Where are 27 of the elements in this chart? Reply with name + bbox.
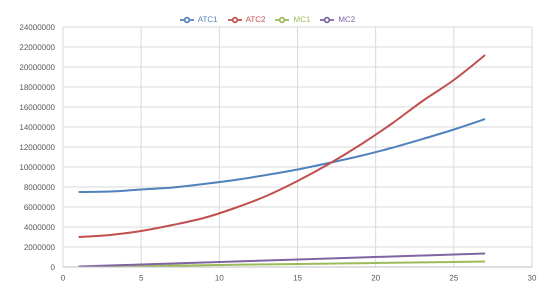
y-tick-label: 20000000 [19,62,56,72]
y-tick-label: 8000000 [24,182,56,192]
line-series [78,118,486,193]
x-tick-label: 0 [60,274,66,283]
y-tick-label: 24000000 [19,22,56,32]
y-tick-label: 2000000 [24,242,56,252]
y-tick-label: 6000000 [24,202,56,212]
x-tick-label: 5 [138,274,144,283]
y-tick-label: 0 [50,262,56,272]
y-tick-label: 4000000 [24,222,56,232]
x-tick-label: 20 [371,274,381,283]
y-tick-label: 14000000 [19,122,56,132]
legend-label: MC1 [293,15,310,24]
x-tick-label: 15 [293,274,302,283]
y-tick-label: 10000000 [19,162,56,172]
y-tick-label: 16000000 [19,102,56,112]
x-tick-label: 10 [214,274,224,283]
y-tick-label: 12000000 [19,142,56,152]
legend-label: MC2 [338,15,356,24]
legend-label: ATC2 [246,15,266,24]
x-tick-label: 25 [449,274,459,283]
x-tick-label: 30 [528,274,537,283]
y-tick-label: 18000000 [19,82,56,92]
line-series [78,252,486,267]
y-tick-label: 22000000 [19,42,56,52]
line-series [78,54,486,238]
legend-label: ATC1 [198,15,218,24]
